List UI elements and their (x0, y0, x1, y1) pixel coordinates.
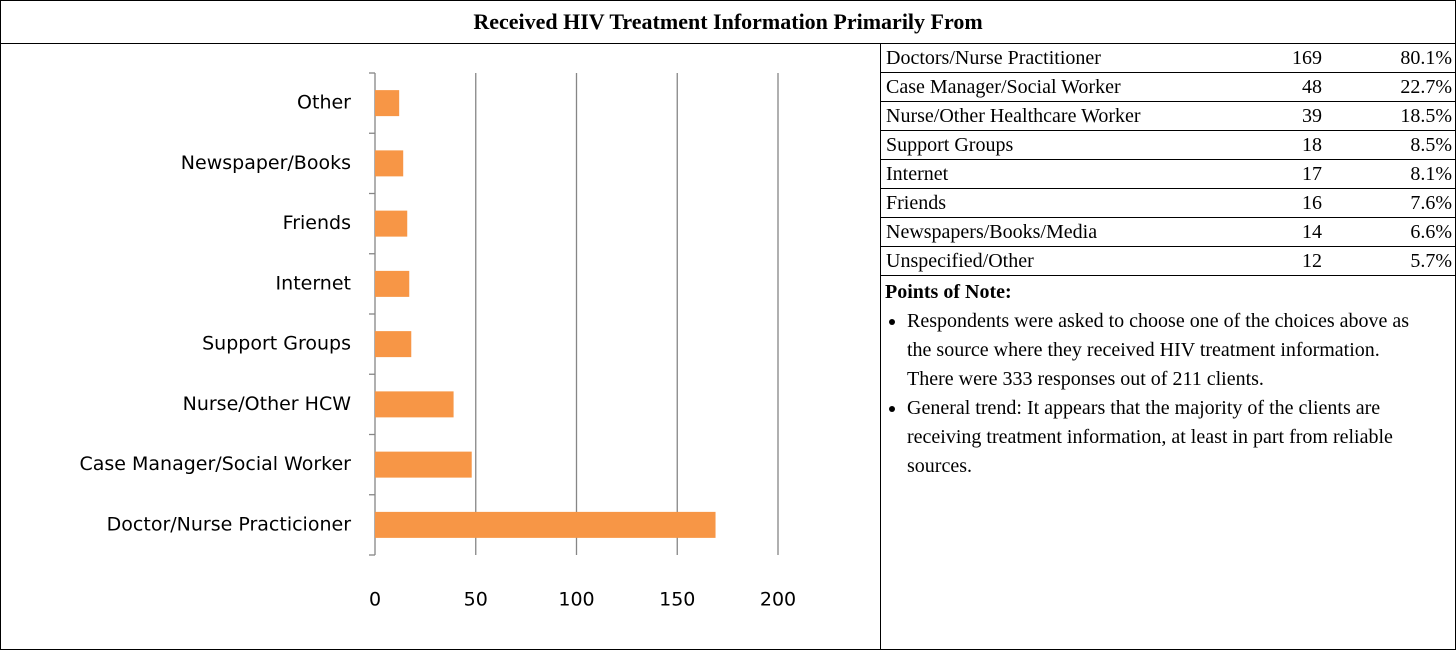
y-tick-label: Friends (283, 212, 351, 234)
table-row: Doctors/Nurse Practitioner 169 80.1% (881, 44, 1456, 73)
x-tick-label: 0 (369, 589, 381, 611)
table-cell: Unspecified/Other (886, 250, 1034, 272)
table-cell: 17 (1302, 163, 1322, 185)
bar (375, 451, 472, 478)
y-tick-label: Case Manager/Social Worker (79, 453, 351, 475)
table-cell: 18 (1302, 134, 1322, 156)
table-cell: Newspapers/Books/Media (886, 221, 1098, 243)
table-cell: 18.5% (1400, 105, 1452, 127)
table-row: Case Manager/Social Worker 48 22.7% (881, 73, 1456, 102)
table-cell: Nurse/Other Healthcare Worker (886, 105, 1141, 127)
bar (375, 331, 412, 358)
notes-list: Respondents were asked to choose one of … (885, 307, 1445, 481)
table-cell: 7.6% (1410, 192, 1452, 214)
table-row: Newspapers/Books/Media 14 6.6% (881, 218, 1456, 247)
notes: Points of Note: Respondents were asked t… (885, 278, 1445, 481)
y-tick-label: Other (297, 92, 351, 114)
table-cell: Friends (886, 192, 946, 214)
title: Received HIV Treatment Information Prima… (0, 0, 1456, 44)
divider (880, 44, 881, 650)
table-cell: 22.7% (1400, 76, 1452, 98)
y-tick-label: Internet (276, 272, 351, 294)
x-tick-label: 200 (760, 589, 796, 611)
notes-heading: Points of Note: (885, 281, 1012, 303)
table: Doctors/Nurse Practitioner 169 80.1% Case M… (881, 44, 1456, 276)
note-item: Respondents were asked to choose one of … (907, 307, 1445, 394)
bar (375, 90, 400, 117)
y-tick-label: Newspaper/Books (181, 152, 351, 174)
chart: 0 50 100 150 200 Other Newspaper/Books Friends I… (79, 72, 796, 611)
table-cell: 16 (1302, 192, 1322, 214)
y-tick-label: Doctor/Nurse Practicioner (107, 513, 352, 535)
bar (375, 150, 404, 177)
y-tick-label: Support Groups (202, 333, 351, 355)
table-cell: Internet (886, 163, 949, 185)
table-cell: Doctors/Nurse Practitioner (886, 47, 1101, 69)
table-cell: 6.6% (1410, 221, 1452, 243)
bar (375, 270, 410, 297)
table-cell: 48 (1302, 76, 1322, 98)
note-item: General trend: It appears that the major… (907, 394, 1445, 481)
bar (375, 210, 408, 237)
x-tick-label: 100 (558, 589, 594, 611)
table-cell: 169 (1292, 47, 1322, 69)
table-cell: 12 (1302, 250, 1322, 272)
table-row: Support Groups 18 8.5% (881, 131, 1456, 160)
table-cell: 5.7% (1410, 250, 1452, 272)
bar (375, 511, 716, 538)
table-cell: Case Manager/Social Worker (886, 76, 1121, 98)
table-row: Unspecified/Other 12 5.7% (881, 247, 1456, 276)
table-cell: 39 (1302, 105, 1322, 127)
x-tick-label: 150 (659, 589, 695, 611)
table-cell: 8.1% (1410, 163, 1452, 185)
x-tick-label: 50 (464, 589, 488, 611)
table-row: Nurse/Other Healthcare Worker 39 18.5% (881, 102, 1456, 131)
table-row: Internet 17 8.1% (881, 160, 1456, 189)
table-cell: 80.1% (1400, 47, 1452, 69)
y-tick-label: Nurse/Other HCW (183, 393, 352, 415)
table-row: Friends 16 7.6% (881, 189, 1456, 218)
table-cell: 14 (1302, 221, 1322, 243)
table-cell: Support Groups (886, 134, 1014, 156)
table-cell: 8.5% (1410, 134, 1452, 156)
bar (375, 391, 454, 418)
